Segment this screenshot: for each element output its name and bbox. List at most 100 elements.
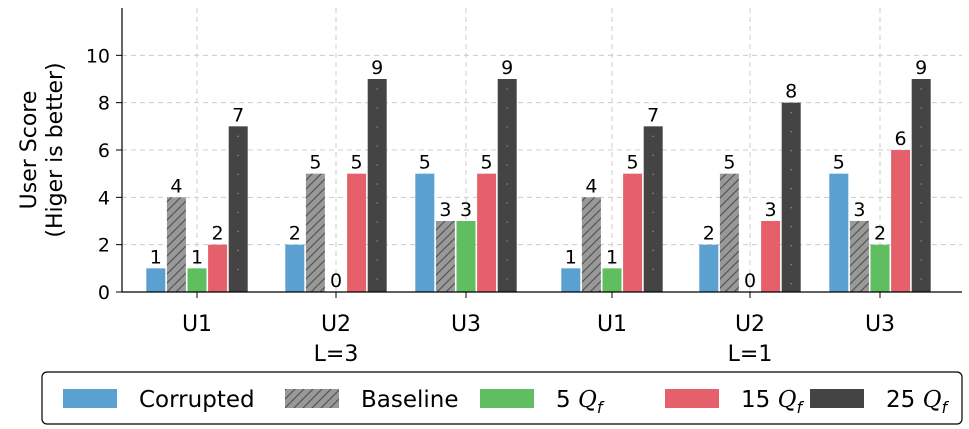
bar-texture bbox=[506, 88, 509, 90]
bar-texture bbox=[652, 135, 654, 138]
bar-texture bbox=[376, 126, 379, 128]
bar-texture bbox=[652, 211, 654, 214]
bar-texture bbox=[237, 173, 239, 176]
x-tick-label: U1 bbox=[182, 312, 212, 337]
bar-value-label: 1 bbox=[191, 246, 203, 268]
y-axis-label: User Score(Higer is better) bbox=[17, 62, 68, 237]
bar-texture bbox=[790, 168, 792, 171]
bar bbox=[849, 221, 869, 292]
bar-value-label: 3 bbox=[853, 199, 865, 221]
bar-texture bbox=[237, 135, 239, 138]
bar-value-label: 4 bbox=[585, 175, 597, 197]
bar-value-label: 1 bbox=[150, 246, 162, 268]
bar-value-label: 2 bbox=[874, 223, 886, 245]
bar bbox=[719, 173, 739, 292]
bar-texture bbox=[376, 88, 379, 90]
bar bbox=[146, 268, 166, 292]
bar-value-label: 4 bbox=[170, 175, 182, 197]
bar bbox=[870, 244, 890, 292]
bar-texture bbox=[920, 183, 922, 185]
bar-texture bbox=[506, 202, 509, 204]
legend-swatch bbox=[63, 389, 117, 408]
bar bbox=[829, 173, 849, 292]
y-tick-label: 2 bbox=[98, 235, 110, 257]
y-tick-label: 4 bbox=[98, 187, 110, 209]
bar-value-label: 6 bbox=[895, 128, 907, 150]
bar-texture bbox=[920, 202, 922, 204]
bar-value-label: 7 bbox=[647, 104, 659, 126]
bar-value-label: 3 bbox=[765, 199, 777, 221]
bar-value-label: 5 bbox=[627, 152, 639, 174]
bar-texture bbox=[376, 202, 379, 204]
bar-texture bbox=[506, 126, 509, 128]
y-tick-label: 8 bbox=[98, 93, 110, 115]
bar-texture bbox=[376, 278, 379, 280]
bar-texture bbox=[652, 192, 654, 195]
bar-value-label: 2 bbox=[703, 223, 715, 245]
bar-value-label: 9 bbox=[501, 57, 513, 79]
bar bbox=[228, 126, 248, 292]
y-tick-label: 10 bbox=[86, 45, 110, 67]
bar bbox=[561, 268, 581, 292]
y-tick-label: 6 bbox=[98, 140, 110, 162]
bar-texture bbox=[920, 278, 922, 280]
bar-texture bbox=[790, 111, 792, 114]
bar-texture bbox=[920, 240, 922, 242]
legend-entry-label: Baseline bbox=[361, 387, 459, 413]
bar-texture bbox=[506, 221, 509, 223]
bar-texture bbox=[376, 240, 379, 242]
bar-texture bbox=[237, 230, 239, 233]
bars bbox=[146, 79, 931, 293]
x-tick-sublabel: L=3 bbox=[314, 342, 359, 367]
y-tick-label: 0 bbox=[98, 282, 110, 304]
bar bbox=[456, 221, 476, 292]
bar-texture bbox=[376, 107, 379, 109]
bar-value-label: 7 bbox=[232, 104, 244, 126]
bar-value-label: 5 bbox=[309, 152, 321, 174]
bar-value-label: 5 bbox=[351, 152, 363, 174]
bar bbox=[911, 79, 931, 292]
legend-swatch bbox=[480, 389, 534, 408]
bar-texture bbox=[506, 164, 509, 166]
bar-texture bbox=[237, 268, 239, 271]
bar-texture bbox=[506, 145, 509, 147]
bar-value-label: 2 bbox=[212, 223, 224, 245]
legend-swatch bbox=[810, 389, 864, 408]
bar-value-label: 3 bbox=[439, 199, 451, 221]
bar-value-label: 5 bbox=[723, 152, 735, 174]
bar bbox=[643, 126, 663, 292]
bar-texture bbox=[790, 206, 792, 209]
bar-value-label: 0 bbox=[744, 270, 756, 292]
bar-texture bbox=[376, 259, 379, 261]
bar-texture bbox=[790, 187, 792, 190]
bar-texture bbox=[376, 221, 379, 223]
x-tick-label: U2 bbox=[735, 312, 765, 337]
bar-texture bbox=[920, 126, 922, 128]
bar-value-label: 5 bbox=[833, 152, 845, 174]
legend-entry-label: 15 Qf bbox=[741, 387, 804, 417]
bar-texture bbox=[376, 145, 379, 147]
bar bbox=[761, 221, 781, 292]
bar-texture bbox=[652, 230, 654, 233]
bar-value-label: 8 bbox=[785, 81, 797, 103]
bar-texture bbox=[790, 130, 792, 133]
bar-value-label: 9 bbox=[371, 57, 383, 79]
bar-texture bbox=[652, 173, 654, 176]
bar-texture bbox=[376, 164, 379, 166]
bar-value-label: 5 bbox=[481, 152, 493, 174]
bar-value-label: 3 bbox=[460, 199, 472, 221]
bar-texture bbox=[920, 221, 922, 223]
bar-value-label: 5 bbox=[419, 152, 431, 174]
bar bbox=[208, 244, 228, 292]
bar bbox=[367, 79, 387, 292]
bar-texture bbox=[506, 278, 509, 280]
bar-texture bbox=[920, 164, 922, 166]
bar-value-label: 1 bbox=[565, 246, 577, 268]
bar bbox=[581, 197, 601, 292]
bar bbox=[285, 244, 305, 292]
bar bbox=[497, 79, 517, 292]
bar-texture bbox=[790, 244, 792, 247]
bar-texture bbox=[920, 145, 922, 147]
